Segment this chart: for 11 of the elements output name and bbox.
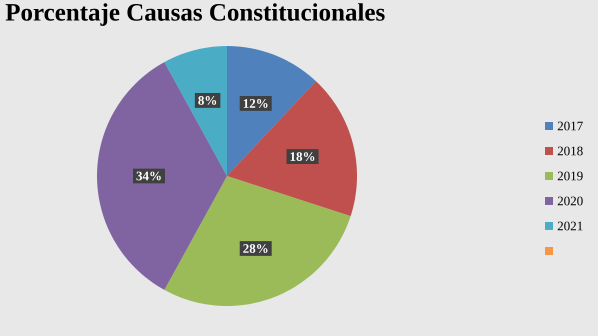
data-label: 8% xyxy=(198,96,216,105)
legend-label: 2017 xyxy=(558,122,583,130)
legend-label: 2019 xyxy=(558,172,583,180)
data-label: 12% xyxy=(244,99,268,108)
chart-title: Porcentaje Causas Constitucionales xyxy=(6,3,385,26)
data-label: 34% xyxy=(136,172,161,180)
legend-label: 2021 xyxy=(558,222,582,230)
data-label: 18% xyxy=(290,152,314,161)
legend-label: 2018 xyxy=(558,146,583,156)
legend-label: 2020 xyxy=(558,196,583,206)
data-label: 28% xyxy=(243,244,268,253)
